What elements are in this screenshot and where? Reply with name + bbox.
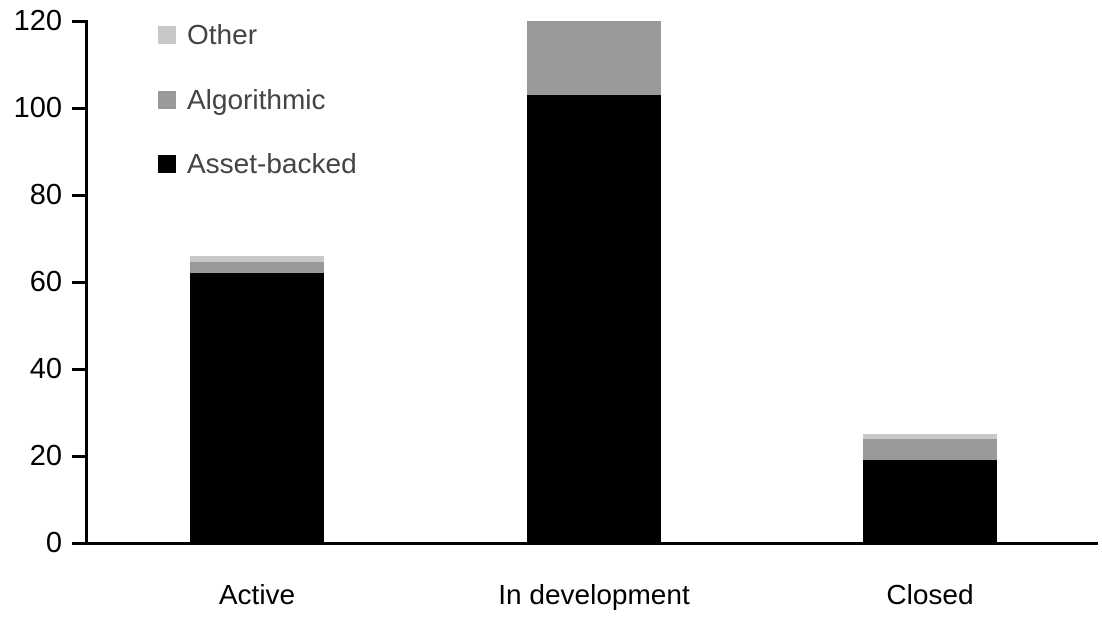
category-label-active: Active <box>218 579 296 610</box>
y-axis-line <box>85 20 88 545</box>
y-axis-tick-label: 120 <box>13 5 62 37</box>
y-axis-tick <box>72 281 86 284</box>
y-axis-tick <box>72 542 86 545</box>
y-axis-tick-label: 80 <box>29 179 62 211</box>
bar-segment-algorithmic-closed <box>863 438 997 461</box>
y-axis-tick <box>72 194 86 197</box>
y-axis-tick-label: 60 <box>29 266 62 298</box>
bar-segment-algorithmic-active <box>190 262 324 274</box>
legend-swatch-other <box>158 26 176 44</box>
y-axis-tick <box>72 107 86 110</box>
legend-swatch-asset-backed <box>158 155 176 173</box>
legend-swatch-algorithmic <box>158 90 176 109</box>
legend-label-algorithmic: Algorithmic <box>187 83 326 115</box>
legend-label-other: Other <box>187 19 258 50</box>
y-axis-tick-label: 40 <box>29 353 62 385</box>
y-axis-tick-label: 100 <box>13 92 62 124</box>
y-axis-tick <box>72 368 86 371</box>
y-axis-tick-label: 0 <box>45 527 62 559</box>
x-axis-line <box>72 542 1098 545</box>
bar-segment-algorithmic-in-development <box>527 21 661 95</box>
y-axis-tick <box>72 20 86 23</box>
bar-segment-asset-backed-closed <box>863 460 997 543</box>
category-label-in-development: In development <box>498 579 690 610</box>
bar-segment-other-closed <box>863 434 997 439</box>
legend-label-asset-backed: Asset-backed <box>187 148 357 179</box>
bar-segment-asset-backed-in-development <box>527 94 661 543</box>
category-label-closed: Closed <box>886 579 974 610</box>
y-axis-tick <box>72 455 86 458</box>
bar-segment-other-active <box>190 255 324 263</box>
y-axis-tick-label: 20 <box>29 440 62 472</box>
bar-segment-asset-backed-active <box>190 273 324 543</box>
